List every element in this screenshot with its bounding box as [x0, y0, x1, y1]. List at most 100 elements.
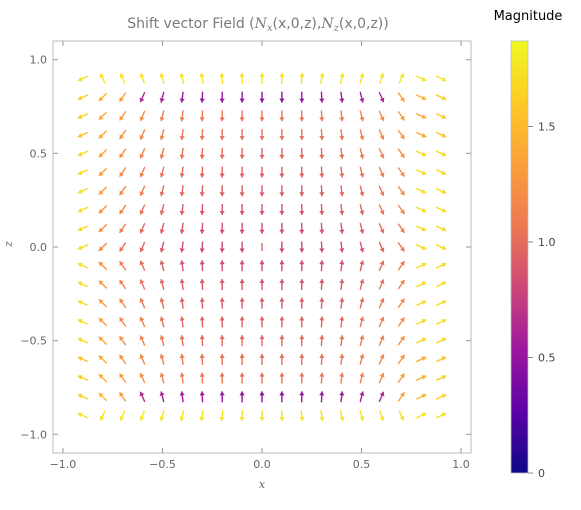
- field-arrow: [139, 204, 146, 215]
- field-arrow: [219, 166, 225, 178]
- field-arrow: [378, 335, 385, 346]
- field-arrow: [98, 336, 108, 346]
- field-arrow: [279, 110, 285, 122]
- field-arrow: [299, 335, 305, 347]
- field-arrow: [159, 166, 165, 178]
- field-arrow: [77, 187, 89, 194]
- field-arrow: [259, 91, 265, 103]
- field-arrow: [199, 147, 205, 159]
- field-arrow: [119, 73, 126, 84]
- field-arrow: [435, 318, 447, 325]
- field-arrow: [279, 72, 285, 84]
- field-arrow: [239, 185, 245, 197]
- field-arrow: [159, 185, 165, 197]
- field-arrow: [239, 260, 245, 272]
- field-arrow: [397, 92, 405, 103]
- field-arrow: [319, 316, 325, 328]
- y-tick-label: −1.0: [20, 428, 47, 441]
- field-arrow: [378, 110, 385, 122]
- field-arrow: [397, 110, 405, 121]
- field-arrow: [239, 72, 245, 84]
- field-arrow: [98, 92, 108, 102]
- field-arrow: [259, 260, 265, 272]
- field-arrow: [299, 204, 305, 216]
- field-arrow: [219, 353, 225, 365]
- field-arrow: [219, 204, 225, 216]
- field-arrow: [397, 148, 405, 159]
- field-arrow: [415, 412, 427, 419]
- x-axis-label: x: [259, 478, 266, 491]
- field-arrow: [139, 241, 146, 253]
- field-arrow: [259, 278, 265, 290]
- field-arrow: [77, 412, 89, 419]
- field-arrow: [119, 110, 127, 121]
- field-arrow: [259, 129, 265, 141]
- field-arrow: [179, 260, 185, 272]
- field-arrow: [98, 392, 108, 402]
- field-arrow: [179, 72, 185, 84]
- field-arrow: [119, 204, 127, 215]
- field-arrow: [319, 185, 325, 197]
- field-arrow: [299, 353, 305, 365]
- title-nx-symbol: N: [254, 16, 268, 32]
- field-arrow: [339, 316, 345, 328]
- field-arrow: [179, 185, 185, 197]
- field-arrow: [239, 278, 245, 290]
- field-arrow: [199, 278, 205, 290]
- field-arrow: [359, 335, 365, 347]
- field-arrow: [159, 91, 165, 103]
- field-arrow: [279, 278, 285, 290]
- field-arrow: [359, 410, 365, 422]
- y-tick-label: 0.0: [30, 241, 48, 254]
- field-arrow: [319, 204, 325, 216]
- field-arrow: [179, 391, 185, 403]
- field-arrow: [397, 185, 405, 196]
- colorbar-gradient: [510, 40, 529, 474]
- field-arrow: [279, 391, 285, 403]
- field-arrow: [77, 150, 89, 157]
- field-arrow: [279, 241, 285, 253]
- field-arrow: [98, 261, 108, 271]
- field-arrow: [179, 278, 185, 290]
- field-arrow: [179, 410, 185, 422]
- field-arrow: [179, 110, 185, 122]
- field-arrow: [319, 410, 325, 422]
- field-arrow: [299, 410, 305, 422]
- field-arrow: [239, 353, 245, 365]
- field-arrow: [397, 335, 405, 346]
- field-arrow: [98, 298, 108, 308]
- field-arrow: [378, 148, 385, 159]
- field-arrow: [259, 204, 265, 216]
- field-arrow: [139, 129, 146, 140]
- field-arrow: [339, 391, 345, 403]
- field-arrow: [159, 204, 165, 216]
- field-arrow: [397, 298, 405, 309]
- field-arrow: [319, 335, 325, 347]
- field-arrow: [319, 91, 325, 103]
- field-arrow: [239, 110, 245, 122]
- field-arrow: [415, 262, 427, 269]
- field-arrow: [299, 110, 305, 122]
- field-arrow: [339, 166, 345, 178]
- title-prefix: Shift vector Field (: [127, 16, 254, 32]
- field-arrow: [415, 94, 427, 101]
- field-arrow: [378, 204, 385, 215]
- field-arrow: [179, 241, 185, 253]
- field-arrow: [119, 148, 127, 159]
- field-arrow: [219, 335, 225, 347]
- field-arrow: [119, 92, 127, 103]
- field-arrow: [339, 147, 345, 159]
- field-arrow: [77, 94, 89, 101]
- field-arrow: [259, 353, 265, 365]
- field-arrow: [199, 335, 205, 347]
- field-arrow: [199, 166, 205, 178]
- field-arrow: [415, 112, 427, 119]
- field-arrow: [279, 222, 285, 234]
- field-arrow: [299, 297, 305, 309]
- field-arrow: [339, 241, 345, 253]
- field-arrow: [199, 204, 205, 216]
- field-arrow: [319, 222, 325, 234]
- field-arrow: [239, 91, 245, 103]
- field-arrow: [319, 353, 325, 365]
